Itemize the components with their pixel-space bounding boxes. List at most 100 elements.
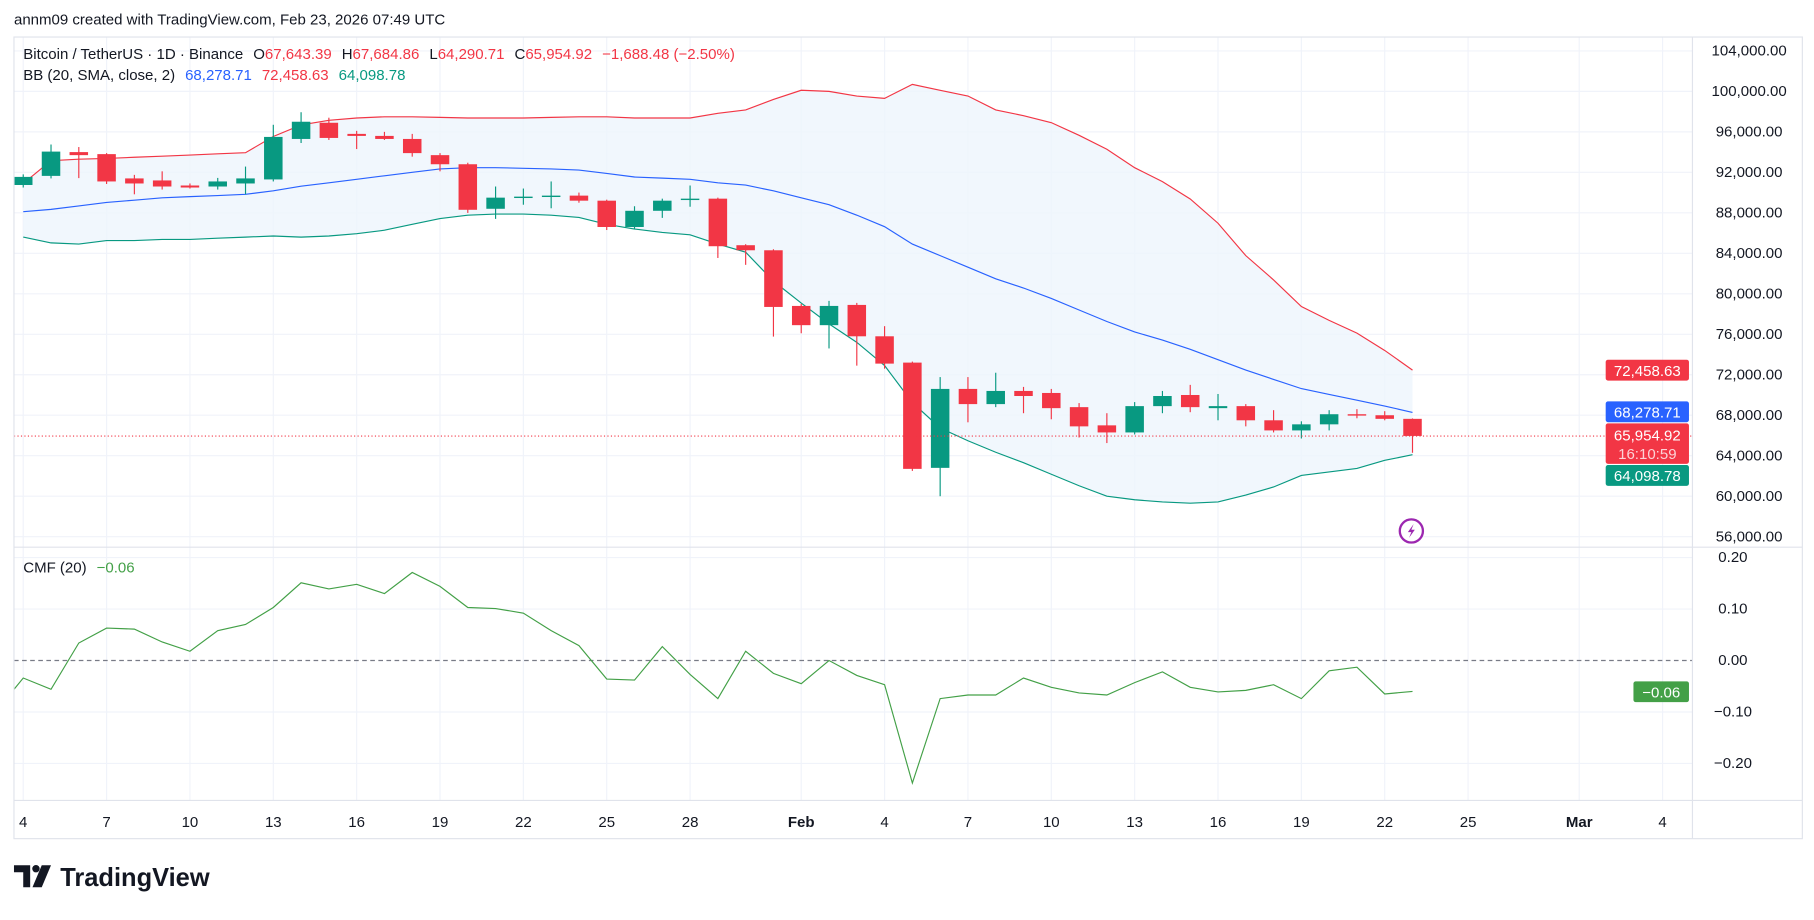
- cmf-badge: [1633, 681, 1689, 703]
- tradingview-logo-mark: [13, 865, 31, 888]
- bb-basis-badge: [1605, 401, 1689, 423]
- candle-bearish[interactable]: [152, 171, 172, 190]
- candle-bearish[interactable]: [1375, 411, 1394, 421]
- candle-bullish[interactable]: [264, 124, 283, 182]
- candle-bearish[interactable]: [347, 130, 366, 150]
- time-axis-label: 7: [964, 814, 972, 831]
- time-axis-label: 28: [682, 814, 699, 831]
- bb-basis-line[interactable]: [23, 167, 1413, 413]
- candle-bearish[interactable]: [319, 117, 339, 140]
- candle-bearish[interactable]: [402, 133, 422, 157]
- close-value: 65,954.92: [525, 46, 592, 63]
- price-axis-label: 60,000.00: [1716, 488, 1783, 505]
- candle-body: [152, 180, 172, 187]
- candle-body: [375, 135, 394, 139]
- cmf-title[interactable]: CMF (20): [23, 560, 86, 577]
- candle-bullish[interactable]: [1208, 393, 1228, 421]
- candle-body: [541, 195, 561, 198]
- price-axis[interactable]: 104,000.00 100,000.00 96,000.00 92,000.00 88…: [1712, 43, 1787, 773]
- tradingview-logo[interactable]: TradingView: [13, 864, 210, 892]
- candle-body: [736, 245, 755, 251]
- candle-bearish[interactable]: [1236, 404, 1256, 427]
- candle-bearish[interactable]: [736, 244, 755, 265]
- bb-upper-badge-text: 72,458.63: [1614, 363, 1681, 380]
- candle-body: [1069, 407, 1089, 427]
- candle-bearish[interactable]: [597, 199, 616, 231]
- candle-bullish[interactable]: [41, 144, 61, 179]
- candle-bearish[interactable]: [1097, 413, 1117, 444]
- cmf-line[interactable]: [13, 571, 1413, 786]
- candle-bearish[interactable]: [125, 174, 144, 195]
- open-value: 67,643.39: [265, 46, 332, 63]
- candle-bullish[interactable]: [930, 377, 950, 497]
- candle-bullish[interactable]: [13, 174, 33, 188]
- price-axis-label: 76,000.00: [1716, 326, 1783, 343]
- candle-bullish[interactable]: [514, 188, 533, 205]
- candle-bearish[interactable]: [180, 183, 200, 189]
- low-value: 64,290.71: [438, 46, 505, 63]
- candle-bullish[interactable]: [208, 177, 227, 190]
- candle-bearish[interactable]: [903, 361, 922, 471]
- candle-bearish[interactable]: [1347, 409, 1367, 419]
- candle-bearish[interactable]: [958, 377, 978, 423]
- candle-bearish[interactable]: [458, 162, 478, 213]
- candle-bullish[interactable]: [541, 181, 561, 209]
- candle-bearish[interactable]: [1042, 388, 1061, 420]
- candle-bullish[interactable]: [986, 372, 1005, 408]
- symbol-title[interactable]: Bitcoin / TetherUS · 1D · Binance: [23, 46, 243, 63]
- cmf-badge-text: −0.06: [1642, 685, 1680, 702]
- candle-bullish[interactable]: [486, 186, 505, 219]
- candle-bearish[interactable]: [375, 131, 394, 140]
- candle-bullish[interactable]: [1153, 390, 1172, 414]
- candle-body: [347, 133, 366, 136]
- time-axis[interactable]: 4 7 10 13 16 19 22 25 28 Feb 4 7 10 13 16 19 22 25 Mar 4: [19, 814, 1667, 831]
- candle-body: [1153, 396, 1172, 407]
- candle-bullish[interactable]: [819, 300, 839, 349]
- candle-bearish[interactable]: [97, 153, 116, 184]
- candle-bearish[interactable]: [1069, 403, 1089, 438]
- candle-body: [1014, 390, 1033, 397]
- candle-body: [680, 198, 700, 201]
- candle-bearish[interactable]: [1264, 410, 1283, 433]
- cmf-pane: [13, 571, 1693, 786]
- candle-bearish[interactable]: [791, 303, 811, 334]
- price-axis-label: 84,000.00: [1716, 245, 1783, 262]
- bb-basis-badge-text: 68,278.71: [1614, 405, 1681, 422]
- candle-bearish[interactable]: [764, 249, 783, 337]
- candle-body: [819, 305, 839, 326]
- cmf-axis-label: 0.10: [1718, 601, 1747, 618]
- candle-bullish[interactable]: [236, 166, 255, 195]
- candle-bullish[interactable]: [1292, 421, 1311, 439]
- candle-bearish[interactable]: [569, 192, 589, 203]
- price-axis-label: 96,000.00: [1716, 123, 1783, 140]
- time-axis-label: 7: [102, 814, 110, 831]
- candle-bullish[interactable]: [653, 198, 672, 218]
- candle-bearish[interactable]: [1014, 386, 1033, 414]
- bb-title[interactable]: BB (20, SMA, close, 2): [23, 67, 175, 84]
- candles[interactable]: [13, 112, 1422, 497]
- candle-bullish[interactable]: [625, 206, 644, 230]
- candle-body: [69, 152, 89, 156]
- bollinger-band-area: [23, 84, 1413, 504]
- candle-bullish[interactable]: [1125, 402, 1144, 435]
- candle-body: [653, 200, 672, 211]
- candle-bearish[interactable]: [430, 153, 450, 172]
- candle-bearish[interactable]: [708, 197, 728, 258]
- candle-bullish[interactable]: [291, 112, 311, 143]
- candle-bearish[interactable]: [1180, 384, 1200, 413]
- cmf-axis-label: 0.20: [1718, 549, 1747, 566]
- time-axis-label: 22: [515, 814, 532, 831]
- lightning-icon[interactable]: [1398, 518, 1425, 544]
- candle-bullish[interactable]: [680, 185, 700, 207]
- candle-body: [41, 151, 61, 176]
- candle-bearish[interactable]: [847, 302, 867, 366]
- candle-bearish[interactable]: [69, 147, 89, 179]
- time-axis-label: 16: [348, 814, 365, 831]
- candle-body: [958, 388, 978, 405]
- time-axis-label: 10: [182, 814, 199, 831]
- candle-bearish[interactable]: [875, 326, 894, 369]
- bar-countdown: 16:10:59: [1618, 446, 1676, 463]
- bb-upper-line[interactable]: [22, 83, 1413, 371]
- candle-bullish[interactable]: [1319, 410, 1339, 431]
